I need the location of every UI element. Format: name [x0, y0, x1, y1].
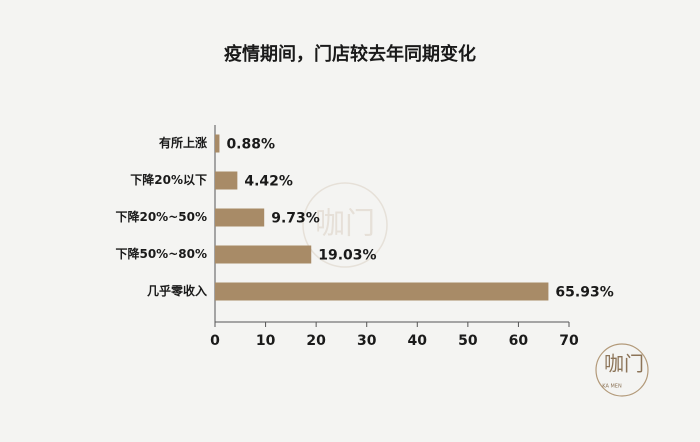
x-tick-label: 20: [306, 333, 326, 349]
value-label: 0.88%: [226, 137, 275, 153]
chart-title: 疫情期间，门店较去年同期变化: [224, 43, 476, 65]
bar: [215, 134, 220, 153]
x-tick-label: 50: [458, 333, 478, 349]
y-tick-label: 有所上涨: [159, 135, 207, 150]
plot-area: 0 10 20 30 40 50 60 70 有所上涨 0.88% 下降20%以下 4.42% 下降20…: [115, 125, 614, 349]
y-tick-label: 几乎零收入: [147, 283, 207, 298]
x-tick-label: 70: [559, 333, 579, 349]
x-tick-label: 60: [509, 333, 529, 349]
x-tick-label: 0: [210, 333, 220, 349]
value-label: 4.42%: [244, 174, 293, 190]
logo-subtext: KA MEN: [602, 384, 622, 390]
watermark-ring: [302, 182, 388, 268]
value-label: 19.03%: [318, 248, 376, 264]
x-tick-label: 10: [256, 333, 276, 349]
y-tick-label: 下降20%~50%: [115, 209, 207, 224]
logo-text: 咖门: [604, 352, 644, 376]
bar: [215, 171, 238, 190]
value-label: 9.73%: [271, 211, 320, 227]
x-tick-label: 40: [408, 333, 428, 349]
y-tick-label: 下降20%以下: [130, 172, 207, 187]
logo-ring: [595, 343, 649, 397]
watermark-text: 咖门: [315, 207, 375, 242]
bar: [215, 282, 549, 301]
bar: [215, 208, 265, 227]
logo: 咖门 KA MEN: [595, 343, 649, 397]
y-tick-label: 下降50%~80%: [115, 246, 207, 261]
bar: [215, 245, 312, 264]
x-tick-label: 30: [357, 333, 377, 349]
value-label: 65.93%: [555, 285, 613, 301]
watermark: 咖门: [302, 182, 388, 268]
